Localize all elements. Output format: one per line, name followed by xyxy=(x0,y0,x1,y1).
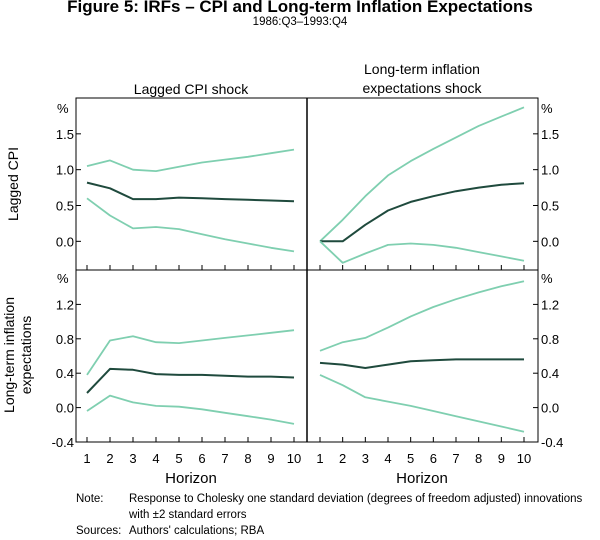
error-band-line-bottom-right-2 xyxy=(319,374,525,433)
column-title-left: Lagged CPI shock xyxy=(134,81,249,97)
note-label: Note: xyxy=(76,493,104,505)
note-text-line1: Response to Cholesky one standard deviat… xyxy=(129,493,583,505)
y-tick-label-bottom-right: 0.4 xyxy=(541,366,559,381)
error-band-line-top-right-0 xyxy=(319,106,525,242)
error-band-line-bottom-left-2 xyxy=(86,394,295,425)
row-title-top: Lagged CPI xyxy=(5,147,21,221)
row-title-bottom-line1: Long-term inflation xyxy=(1,297,17,413)
y-tick-label-bottom-right: 1.2 xyxy=(541,297,559,312)
unit-label-top-right: % xyxy=(541,101,553,116)
irf-line-bottom-right xyxy=(319,358,524,369)
irf-line-top-right xyxy=(320,182,525,243)
error-band-line-top-left-0 xyxy=(86,148,295,173)
x-tick-label-bottom-right: 1 xyxy=(316,451,323,466)
y-tick-label-bottom-right: 0.0 xyxy=(541,401,559,416)
y-tick-label-top-left: 0.5 xyxy=(56,199,74,214)
y-tick-label-bottom-left: 0.0 xyxy=(56,401,74,416)
column-title-right-line2: expectations shock xyxy=(362,80,482,96)
x-tick-label-bottom-right: 3 xyxy=(362,451,369,466)
y-tick-label-top-left: 0.0 xyxy=(56,234,74,249)
x-tick-label-bottom-left: 10 xyxy=(287,451,301,466)
y-tick-label-top-left: 1.5 xyxy=(56,127,74,142)
x-tick-label-bottom-left: 5 xyxy=(175,451,182,466)
x-axis-title-right: Horizon xyxy=(396,470,448,487)
sources-label: Sources: xyxy=(76,525,122,537)
sources-text: Authors' calculations; RBA xyxy=(129,525,265,537)
x-tick-label-bottom-right: 6 xyxy=(430,451,437,466)
unit-label-bottom-left: % xyxy=(57,271,69,286)
error-band-line-top-right-2 xyxy=(319,240,525,264)
irf-line-bottom-left xyxy=(86,367,295,394)
y-tick-label-top-right: 1.5 xyxy=(541,127,559,142)
note-text-line2: with ±2 standard errors xyxy=(129,509,247,521)
x-tick-label-bottom-right: 5 xyxy=(407,451,414,466)
irf-line-top-left xyxy=(86,181,295,203)
y-tick-label-bottom-left: -0.4 xyxy=(52,435,74,450)
x-tick-label-bottom-left: 9 xyxy=(267,451,274,466)
x-tick-label-bottom-left: 2 xyxy=(106,451,113,466)
x-tick-label-bottom-left: 4 xyxy=(152,451,159,466)
figure-title: Figure 5: IRFs – CPI and Long-term Infla… xyxy=(67,0,533,16)
y-tick-label-top-right: 0.0 xyxy=(541,234,559,249)
y-tick-label-top-right: 0.5 xyxy=(541,199,559,214)
y-tick-label-bottom-left: 0.4 xyxy=(56,366,74,381)
x-tick-label-bottom-right: 7 xyxy=(452,451,459,466)
x-tick-label-bottom-right: 4 xyxy=(384,451,391,466)
x-tick-label-bottom-left: 6 xyxy=(198,451,205,466)
x-tick-label-bottom-left: 7 xyxy=(221,451,228,466)
column-title-right-line1: Long-term inflation xyxy=(364,61,480,77)
error-band-line-bottom-left-0 xyxy=(86,329,295,376)
x-tick-label-bottom-left: 8 xyxy=(244,451,251,466)
y-tick-label-bottom-left: 0.8 xyxy=(56,332,74,347)
x-tick-label-bottom-right: 2 xyxy=(339,451,346,466)
error-band-line-bottom-right-0 xyxy=(319,280,525,352)
unit-label-top-left: % xyxy=(57,101,69,116)
x-tick-label-bottom-right: 8 xyxy=(475,451,482,466)
error-band-line-top-left-2 xyxy=(86,197,295,253)
x-tick-label-bottom-left: 1 xyxy=(83,451,90,466)
y-tick-label-bottom-right: 0.8 xyxy=(541,332,559,347)
figure-subtitle: 1986:Q3–1993:Q4 xyxy=(252,16,348,28)
x-tick-label-bottom-right: 9 xyxy=(498,451,505,466)
y-tick-label-top-left: 1.0 xyxy=(56,163,74,178)
x-tick-label-bottom-right: 10 xyxy=(517,451,531,466)
row-title-bottom-line2: expectations xyxy=(18,316,34,395)
y-tick-label-bottom-left: 1.2 xyxy=(56,297,74,312)
x-tick-label-bottom-left: 3 xyxy=(129,451,136,466)
unit-label-bottom-right: % xyxy=(541,271,553,286)
y-tick-label-top-right: 1.0 xyxy=(541,163,559,178)
x-axis-title-left: Horizon xyxy=(165,470,217,487)
y-tick-label-bottom-right: -0.4 xyxy=(541,435,563,450)
